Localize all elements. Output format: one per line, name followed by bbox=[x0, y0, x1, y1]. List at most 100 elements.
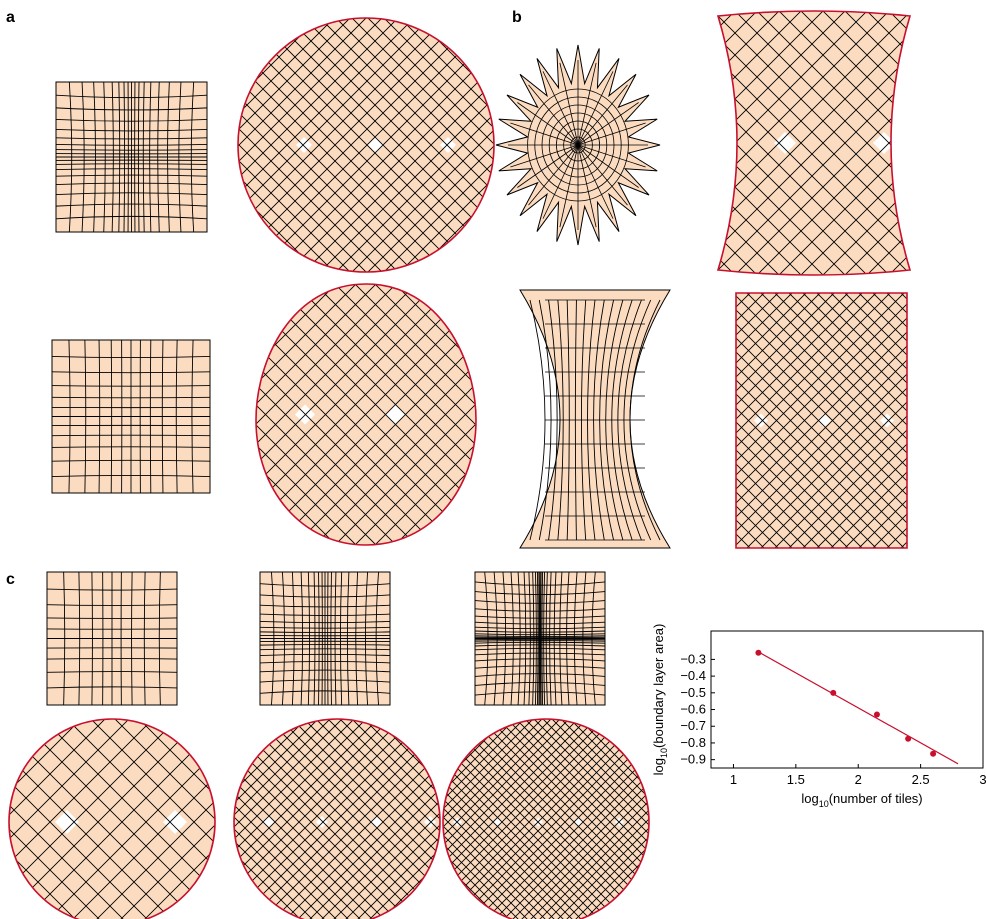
tile-edge bbox=[971, 293, 987, 548]
axis-label-part: log bbox=[651, 758, 666, 775]
white-tile bbox=[25, 405, 45, 425]
white-tile bbox=[925, 405, 945, 425]
white-tile bbox=[675, 132, 697, 154]
white-tile bbox=[980, 818, 987, 827]
tile-edge bbox=[687, 719, 893, 919]
data-point bbox=[930, 751, 936, 757]
tile-edge bbox=[0, 719, 9, 919]
star-tiling bbox=[496, 45, 660, 245]
tile-edge bbox=[943, 293, 987, 548]
white-tile bbox=[939, 818, 948, 827]
tile-edge bbox=[906, 6, 987, 280]
tile-edge bbox=[741, 719, 947, 919]
data-point bbox=[905, 736, 911, 742]
tile-edge bbox=[906, 6, 987, 280]
tile-edge bbox=[750, 719, 956, 919]
white-tile bbox=[656, 818, 665, 827]
square-tiling bbox=[47, 572, 177, 705]
tile-edge bbox=[0, 719, 9, 919]
square-tiling bbox=[56, 82, 207, 232]
tile-edge bbox=[971, 293, 987, 548]
data-point bbox=[830, 690, 836, 696]
tile-edge bbox=[901, 293, 987, 548]
white-tile bbox=[696, 818, 705, 827]
y-tick-label: −0.6 bbox=[680, 702, 706, 717]
axis-label-part: (boundary layer area) bbox=[651, 624, 666, 748]
tile-edge bbox=[723, 719, 929, 919]
white-tile bbox=[811, 810, 835, 834]
tile-edge bbox=[678, 719, 884, 919]
panel-label: a bbox=[6, 9, 15, 26]
white-tile bbox=[8, 137, 24, 153]
tile-edge bbox=[624, 719, 830, 919]
tile-edge bbox=[831, 719, 987, 919]
axis-label-sub: 10 bbox=[659, 748, 669, 758]
axis-label-part: (number of tiles) bbox=[829, 791, 923, 806]
tile-edge bbox=[929, 293, 987, 548]
y-tick-label: −0.7 bbox=[680, 718, 706, 733]
tile-edge bbox=[804, 719, 987, 919]
tile-edge bbox=[849, 719, 987, 919]
white-tile bbox=[856, 816, 868, 828]
white-tile bbox=[919, 810, 943, 834]
white-tile bbox=[737, 818, 746, 827]
tile-edge bbox=[950, 6, 987, 280]
fit-line bbox=[758, 652, 958, 764]
tile-edge bbox=[768, 719, 974, 919]
tile-edge bbox=[915, 293, 987, 548]
tile-edge bbox=[972, 6, 987, 280]
data-point bbox=[874, 712, 880, 718]
tile-edge bbox=[972, 6, 987, 280]
tile-edge bbox=[849, 719, 987, 919]
white-tile bbox=[972, 132, 987, 154]
tilings bbox=[0, 6, 987, 919]
tile-edge bbox=[642, 719, 848, 919]
tile-edge bbox=[705, 719, 911, 919]
x-tick-label: 2 bbox=[855, 772, 862, 787]
tile-edge bbox=[759, 719, 965, 919]
y-tick-label: −0.4 bbox=[680, 668, 706, 683]
panel-label: b bbox=[512, 9, 522, 26]
white-tile bbox=[943, 414, 957, 428]
data-point bbox=[755, 650, 761, 656]
white-tile bbox=[475, 405, 495, 425]
y-tick-label: −0.3 bbox=[680, 651, 706, 666]
tile-edge bbox=[928, 6, 987, 280]
y-tick-label: −0.8 bbox=[680, 735, 706, 750]
tile-edge bbox=[714, 719, 920, 919]
tile-edge bbox=[741, 719, 947, 919]
tile-edge bbox=[901, 293, 987, 548]
tile-edge bbox=[750, 719, 956, 919]
tile-edge bbox=[777, 719, 983, 919]
tile-edge bbox=[795, 719, 987, 919]
figure: a b c 11.522.53−0.3−0.4−0.5−0.6−0.7−0.8−… bbox=[0, 0, 987, 919]
axis-label: log10(boundary layer area) bbox=[651, 624, 669, 776]
x-tick-label: 2.5 bbox=[912, 772, 930, 787]
tile-edge bbox=[732, 719, 938, 919]
white-tile bbox=[703, 810, 727, 834]
square-tiling bbox=[475, 572, 605, 705]
tile-edge bbox=[957, 293, 987, 548]
white-tile bbox=[694, 816, 706, 828]
tile-edge bbox=[804, 719, 987, 919]
tile-edge bbox=[624, 719, 830, 919]
white-tile bbox=[899, 818, 908, 827]
tile-edge bbox=[705, 719, 911, 919]
tile-edge bbox=[714, 719, 920, 919]
tile-edge bbox=[696, 719, 902, 919]
square-tiling bbox=[260, 572, 390, 705]
white-tile bbox=[802, 816, 814, 828]
tile-edge bbox=[723, 719, 929, 919]
x-tick-label: 3 bbox=[979, 772, 986, 787]
hourglass-tiling bbox=[520, 290, 670, 548]
tile-edge bbox=[795, 719, 987, 919]
x-tick-label: 1.5 bbox=[787, 772, 805, 787]
axis-label-sub: 10 bbox=[819, 799, 829, 809]
tile-edge bbox=[640, 719, 846, 919]
tile-edge bbox=[928, 6, 987, 280]
white-tile bbox=[691, 414, 705, 428]
y-tick-label: −0.5 bbox=[680, 685, 706, 700]
white-tile bbox=[502, 414, 516, 428]
white-tile bbox=[818, 818, 827, 827]
